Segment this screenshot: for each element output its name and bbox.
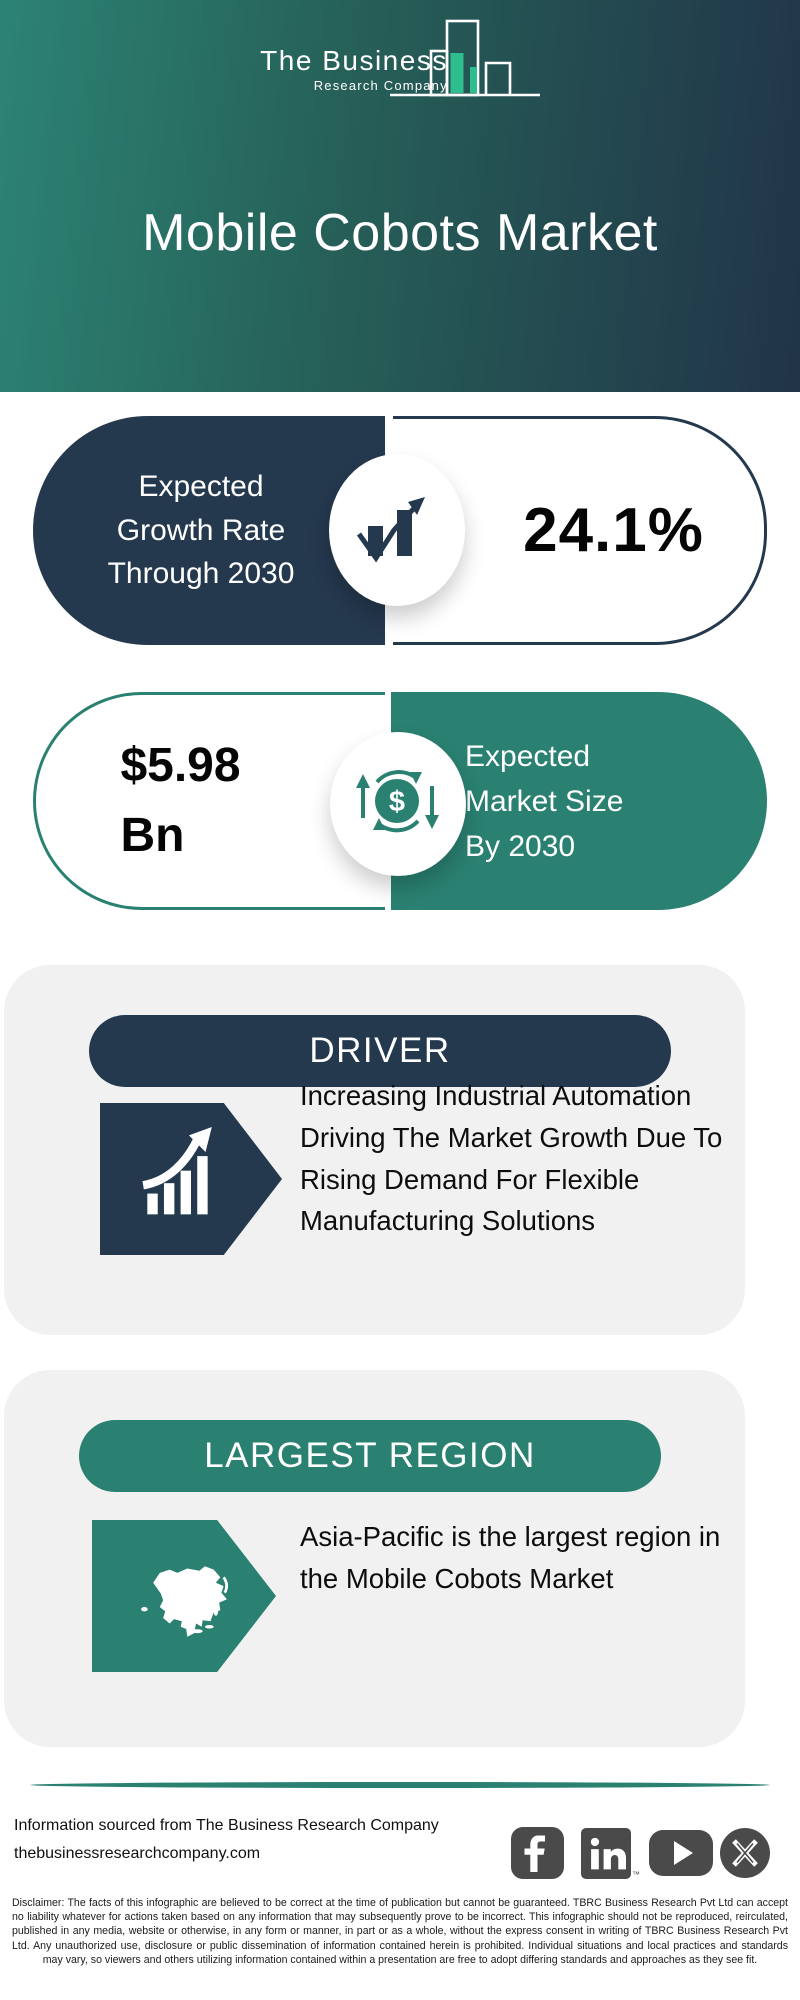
driver-heading: DRIVER (309, 1031, 451, 1070)
buildings-chart-icon (389, 18, 540, 105)
linkedin-trademark: ™ (632, 1870, 640, 1879)
logo-text: The Business Research Company (260, 45, 448, 93)
teal-divider (30, 1782, 770, 1788)
source-line: Information sourced from The Business Re… (14, 1817, 439, 1834)
header-banner: The Business Research Company Mobile Cob… (0, 0, 800, 392)
growth-value-panel: 24.1% (393, 416, 767, 645)
largest-region-text: Asia-Pacific is the largest region in th… (300, 1521, 721, 1594)
page-title: Mobile Cobots Market (142, 204, 658, 262)
youtube-icon[interactable] (649, 1830, 713, 1876)
driver-card: DRIVER Increasing Industrial Automation … (4, 965, 745, 1335)
market-size-label-line3: By 2030 (465, 829, 576, 863)
asia-map-icon (92, 1520, 276, 1672)
market-size-badge: $ (330, 732, 466, 876)
money-exchange-icon: $ (352, 756, 444, 853)
growth-label-panel (33, 416, 385, 645)
market-size-value-panel: $5.98 Bn (33, 692, 385, 910)
growth-rate-stat: Expected Growth Rate Through 2030 24.1% (33, 416, 767, 645)
logo-line2: Research Company (313, 78, 448, 93)
market-size-label-line1: Expected (465, 739, 591, 773)
market-size-unit: Bn (120, 809, 185, 862)
growth-label-line1: Expected (138, 470, 264, 504)
disclaimer-text: Disclaimer: The facts of this infographi… (12, 1897, 788, 1966)
growth-chart-icon (351, 482, 443, 579)
website-link[interactable]: thebusinessresearchcompany.com (14, 1845, 261, 1862)
linkedin-icon[interactable] (581, 1827, 631, 1879)
largest-region-heading-pill: LARGEST REGION (79, 1420, 661, 1492)
source-block: Information sourced from The Business Re… (14, 1812, 439, 1868)
growth-label-line2: Growth Rate (116, 513, 286, 547)
largest-region-card: LARGEST REGION Asia-Pacific is the large… (4, 1370, 745, 1747)
growth-label-line3: Through 2030 (107, 557, 295, 591)
x-twitter-icon[interactable] (720, 1828, 770, 1878)
company-logo: The Business Research Company (0, 16, 800, 103)
social-links: ™ (511, 1827, 770, 1879)
market-size-amount: $5.98 (120, 739, 241, 793)
market-size-label-panel: Expected Market Size By 2030 (391, 692, 767, 910)
market-size-label-line2: Market Size (465, 784, 624, 818)
growth-value: 24.1% (523, 496, 704, 565)
logo-line1: The Business (260, 45, 448, 77)
svg-text:$: $ (389, 786, 405, 818)
driver-heading-pill: DRIVER (89, 1015, 671, 1087)
growth-badge (329, 454, 465, 606)
driver-text: Increasing Industrial Automation Driving… (300, 1080, 723, 1237)
market-size-value: $5.98 Bn (120, 731, 240, 870)
facebook-icon[interactable] (511, 1827, 564, 1879)
largest-region-heading: LARGEST REGION (204, 1436, 536, 1475)
bar-growth-icon (100, 1103, 282, 1255)
market-size-stat: $5.98 Bn Expected Market Size By 2030 $ (33, 692, 767, 910)
growth-label: Expected Growth Rate Through 2030 (51, 416, 351, 645)
